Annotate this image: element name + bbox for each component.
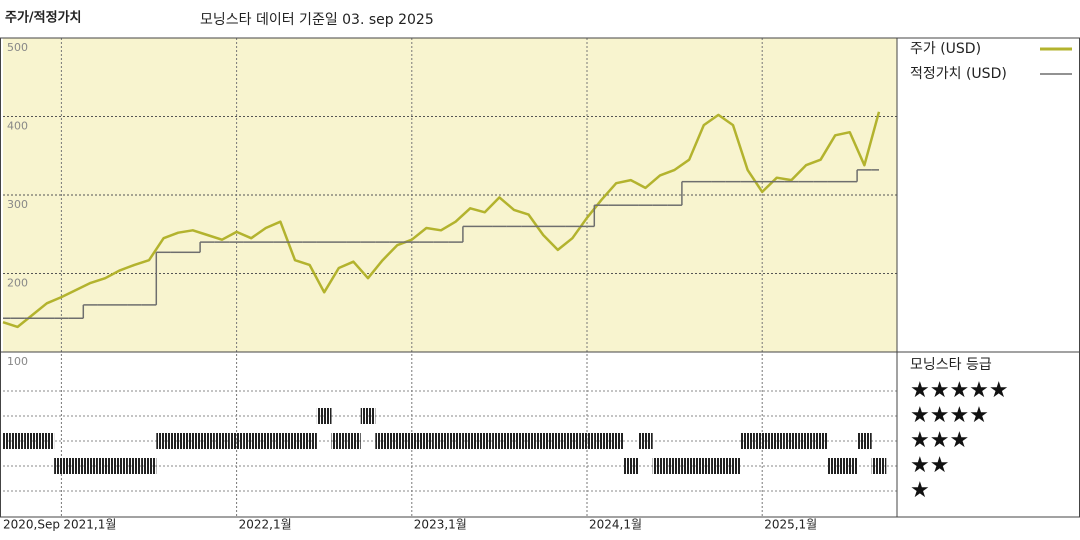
- rating-bar: [638, 433, 653, 449]
- rating-bar: [229, 433, 244, 449]
- rating-bar: [448, 433, 463, 449]
- y-tick-label: 200: [7, 277, 28, 290]
- rating-bar: [3, 433, 11, 449]
- rating-bar: [419, 433, 434, 449]
- rating-bar: [316, 408, 332, 424]
- x-tick-label: 2022,1월: [239, 518, 292, 532]
- rating-bar: [492, 433, 507, 449]
- rating-bar: [842, 458, 858, 474]
- rating-bar: [170, 433, 186, 449]
- rating-bar: [302, 433, 317, 449]
- rating-level-label: ★★: [910, 453, 949, 478]
- rating-bar: [83, 458, 98, 474]
- rating-bar: [871, 458, 887, 474]
- x-tick-label: 2020,Sep: [3, 518, 60, 532]
- x-tick-label: 2025,1월: [764, 518, 817, 532]
- rating-bar: [375, 433, 390, 449]
- rating-bar: [506, 433, 522, 449]
- rating-bar: [696, 458, 712, 474]
- rating-bar: [127, 458, 142, 474]
- x-tick-label: 2023,1월: [414, 518, 467, 532]
- rating-bar: [243, 433, 259, 449]
- rating-bar: [112, 458, 128, 474]
- legend-label: 적정가치 (USD): [910, 66, 1007, 82]
- rating-bar: [608, 433, 624, 449]
- rating-bar: [346, 433, 361, 449]
- rating-bar: [54, 458, 69, 474]
- rating-bar: [287, 433, 303, 449]
- rating-bar: [565, 433, 580, 449]
- rating-bar: [24, 433, 40, 449]
- rating-bar: [652, 458, 668, 474]
- rating-bar: [594, 433, 609, 449]
- rating-bar: [156, 433, 171, 449]
- rating-bar: [462, 433, 478, 449]
- rating-level-label: ★★★★: [910, 403, 989, 428]
- rating-bar: [433, 433, 449, 449]
- rating-bar: [857, 433, 872, 449]
- rating-bar: [725, 458, 741, 474]
- rating-bar: [667, 458, 682, 474]
- rating-bar: [769, 433, 785, 449]
- ratings-title: 모닝스타 등급: [910, 357, 992, 373]
- rating-bar: [813, 433, 828, 449]
- rating-bar: [827, 458, 843, 474]
- rating-bar: [477, 433, 493, 449]
- rating-bar: [258, 433, 274, 449]
- rating-level-label: ★★★★★: [910, 378, 1009, 403]
- rating-level-label: ★: [910, 478, 930, 503]
- y-tick-label: 500: [7, 41, 28, 54]
- rating-bar: [579, 433, 595, 449]
- rating-level-label: ★★★: [910, 428, 969, 453]
- rating-bar: [97, 458, 113, 474]
- rating-bar: [273, 433, 288, 449]
- rating-bar: [185, 433, 201, 449]
- rating-bar: [754, 433, 770, 449]
- rating-bar: [214, 433, 230, 449]
- rating-bar: [331, 433, 347, 449]
- rating-bar: [740, 433, 755, 449]
- chart-title: 주가/적정가치: [5, 10, 82, 26]
- rating-bar: [200, 433, 215, 449]
- rating-bar: [68, 458, 84, 474]
- rating-bar: [798, 433, 814, 449]
- price-line: [2, 111, 881, 329]
- y-tick-label: 100: [7, 355, 28, 368]
- x-tick-label: 2024,1월: [589, 518, 642, 532]
- rating-bar: [623, 458, 639, 474]
- rating-bar: [535, 433, 551, 449]
- rating-bar: [10, 433, 25, 449]
- rating-bar: [521, 433, 536, 449]
- rating-bar: [550, 433, 566, 449]
- chart-subtitle: 모닝스타 데이터 기준일 03. sep 2025: [200, 12, 434, 28]
- rating-bar: [681, 458, 697, 474]
- rating-bar: [404, 433, 420, 449]
- legend-label: 주가 (USD): [910, 41, 981, 57]
- rating-bar: [784, 433, 799, 449]
- rating-bar: [711, 458, 726, 474]
- rating-bar: [39, 433, 55, 449]
- rating-bar: [360, 408, 376, 424]
- x-tick-label: 2021,1월: [63, 518, 116, 532]
- y-tick-label: 400: [7, 120, 28, 133]
- rating-bar: [141, 458, 157, 474]
- y-tick-label: 300: [7, 198, 28, 211]
- rating-bar: [389, 433, 405, 449]
